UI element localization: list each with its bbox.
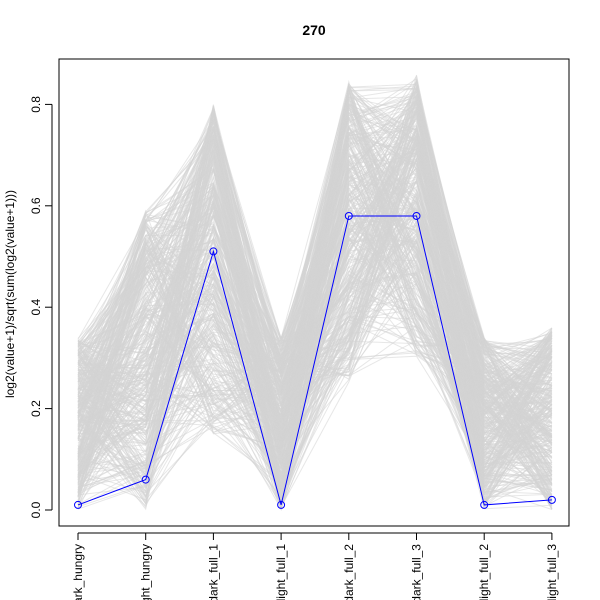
background-line — [77, 228, 553, 447]
x-tick-label: dark_full_1 — [206, 544, 220, 600]
background-line — [77, 132, 552, 477]
background-line — [77, 126, 553, 466]
x-tick-label: light_full_1 — [274, 544, 288, 600]
background-line — [77, 167, 553, 475]
plot-frame — [58, 58, 570, 527]
highlight-point — [480, 500, 489, 509]
background-line — [77, 135, 553, 464]
highlight-point — [344, 211, 353, 220]
chart-title: 270 — [302, 22, 326, 38]
background-line — [77, 110, 553, 445]
x-tick-label: light_hungry — [139, 544, 153, 600]
highlight-series — [74, 211, 556, 509]
x-axis: dark_hungry light_hungry dark_full_1 light_… — [71, 532, 559, 600]
y-tick-label: 0.8 — [29, 96, 43, 113]
y-tick-label: 0.2 — [29, 400, 43, 417]
background-line — [77, 160, 552, 486]
background-line — [77, 108, 553, 497]
background-line — [77, 178, 553, 486]
background-line — [77, 96, 552, 424]
x-tick-label: dark_full_2 — [342, 544, 356, 600]
background-line — [77, 221, 553, 478]
background-lines — [77, 74, 553, 512]
background-line — [77, 226, 553, 497]
x-tick-label: light_full_2 — [477, 544, 491, 600]
highlight-point — [209, 247, 218, 256]
background-line — [77, 240, 553, 480]
highlight-point — [547, 495, 556, 504]
background-line — [77, 118, 553, 482]
highlight-point — [412, 211, 421, 220]
y-tick-label: 0.0 — [29, 501, 43, 518]
background-line — [77, 119, 553, 447]
highlight-point — [141, 475, 150, 484]
y-axis-label: log2(value+1)/sqrt(sum(log2(value+1))) — [3, 190, 17, 398]
background-line — [77, 131, 553, 489]
y-tick-label: 0.6 — [29, 197, 43, 214]
highlight-point — [277, 500, 286, 509]
background-line — [77, 101, 553, 466]
background-line — [77, 142, 553, 442]
background-line — [77, 208, 553, 481]
background-line — [77, 125, 552, 472]
highlight-point — [74, 500, 82, 509]
background-line — [77, 121, 552, 478]
highlight-line — [77, 215, 552, 506]
y-axis: 0.0 0.2 0.4 0.6 0.8 — [29, 96, 53, 518]
x-tick-label: dark_full_3 — [410, 544, 424, 600]
x-tick-label: dark_hungry — [71, 544, 85, 600]
y-tick-label: 0.4 — [29, 299, 43, 316]
x-tick-label: light_full_3 — [545, 544, 559, 600]
background-line — [77, 223, 553, 511]
